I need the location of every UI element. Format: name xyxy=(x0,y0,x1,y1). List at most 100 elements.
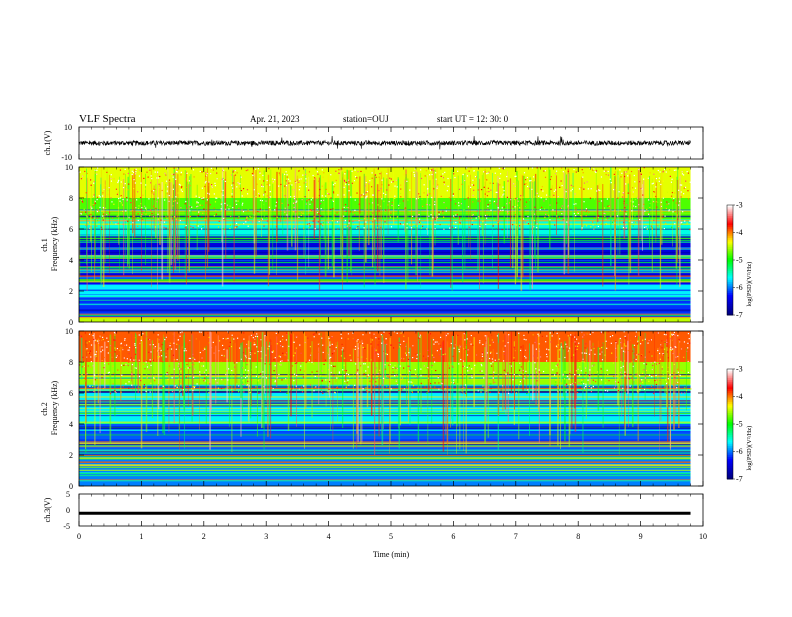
speckle xyxy=(635,221,637,224)
speckle xyxy=(102,184,104,186)
burst-line xyxy=(427,331,429,445)
speckle xyxy=(560,167,563,169)
speckle xyxy=(584,389,586,392)
speckle xyxy=(654,379,656,382)
speckle xyxy=(273,215,275,217)
speckle xyxy=(632,365,634,368)
speckle xyxy=(332,199,334,201)
speckle xyxy=(287,218,289,220)
speckle xyxy=(399,343,402,346)
speckle xyxy=(208,193,211,195)
speckle xyxy=(321,380,323,382)
speckle xyxy=(184,368,187,370)
colorbar-cell xyxy=(727,466,733,469)
speckle xyxy=(577,359,580,362)
speckle xyxy=(540,189,542,191)
speckle xyxy=(392,181,394,183)
speckle xyxy=(545,198,547,200)
speckle xyxy=(274,178,276,181)
speckle xyxy=(437,184,439,186)
speckle xyxy=(84,332,87,334)
burst-line xyxy=(532,344,534,401)
speckle xyxy=(472,214,474,216)
speckle xyxy=(614,380,617,383)
speckle xyxy=(189,357,192,360)
speckle xyxy=(439,383,442,385)
speckle xyxy=(354,176,357,178)
burst-line xyxy=(628,332,629,428)
speckle xyxy=(545,213,547,215)
speckle xyxy=(274,381,276,383)
burst-line xyxy=(188,342,189,407)
speckle xyxy=(332,365,335,367)
speckle xyxy=(82,356,84,358)
speckle xyxy=(247,380,249,382)
speckle xyxy=(594,353,596,355)
burst-line xyxy=(232,169,233,230)
speckle xyxy=(334,182,336,184)
colorbar-cell xyxy=(727,440,733,443)
speckle xyxy=(249,352,251,354)
colorbar-cell xyxy=(727,304,733,307)
speckle xyxy=(498,197,500,200)
speckle xyxy=(336,345,338,347)
speckle xyxy=(496,191,498,193)
burst-line xyxy=(247,340,250,421)
speckle xyxy=(79,212,81,215)
speckle xyxy=(593,228,595,230)
speckle xyxy=(175,196,177,198)
burst-line xyxy=(387,168,389,235)
burst-line xyxy=(179,332,180,450)
speckle xyxy=(458,218,460,220)
speckle xyxy=(444,388,446,390)
speckle xyxy=(454,344,456,346)
speckle xyxy=(115,391,117,394)
speckle xyxy=(618,191,620,193)
burst-line xyxy=(589,340,591,385)
speckle xyxy=(419,222,422,224)
speckle xyxy=(253,342,255,344)
speckle xyxy=(149,391,151,393)
speckle xyxy=(146,171,148,173)
speckle xyxy=(384,364,386,366)
speckle xyxy=(625,373,627,375)
speckle xyxy=(644,377,646,379)
burst-line xyxy=(154,347,156,393)
speckle xyxy=(300,362,302,364)
speckle xyxy=(145,184,147,186)
burst-line xyxy=(470,174,471,260)
speckle xyxy=(432,217,434,219)
speckle xyxy=(478,360,481,363)
speckle xyxy=(300,178,302,180)
burst-line xyxy=(672,178,674,247)
speckle xyxy=(271,334,273,336)
band-line xyxy=(79,297,691,298)
speckle xyxy=(605,218,607,220)
speckle xyxy=(473,179,475,181)
speckle xyxy=(622,192,624,194)
speckle xyxy=(213,352,215,354)
speckle xyxy=(467,197,469,199)
burst-line xyxy=(383,344,384,429)
speckle xyxy=(607,331,609,333)
speckle xyxy=(411,382,414,384)
speckle xyxy=(397,362,399,364)
speckle xyxy=(367,366,369,368)
speckle xyxy=(627,192,629,194)
speckle xyxy=(453,215,455,217)
speckle xyxy=(308,214,311,216)
speckle xyxy=(140,215,142,217)
speckle xyxy=(106,213,108,216)
speckle xyxy=(432,339,435,341)
speckle xyxy=(127,189,129,191)
speckle xyxy=(500,389,502,391)
speckle xyxy=(93,194,95,196)
speckle xyxy=(227,386,229,388)
speckle xyxy=(606,347,608,349)
speckle xyxy=(481,355,484,358)
speckle xyxy=(205,369,207,371)
speckle xyxy=(365,370,367,372)
speckle xyxy=(483,389,485,391)
ch3-waveform-ylabel: ch.3(V) xyxy=(43,497,52,522)
